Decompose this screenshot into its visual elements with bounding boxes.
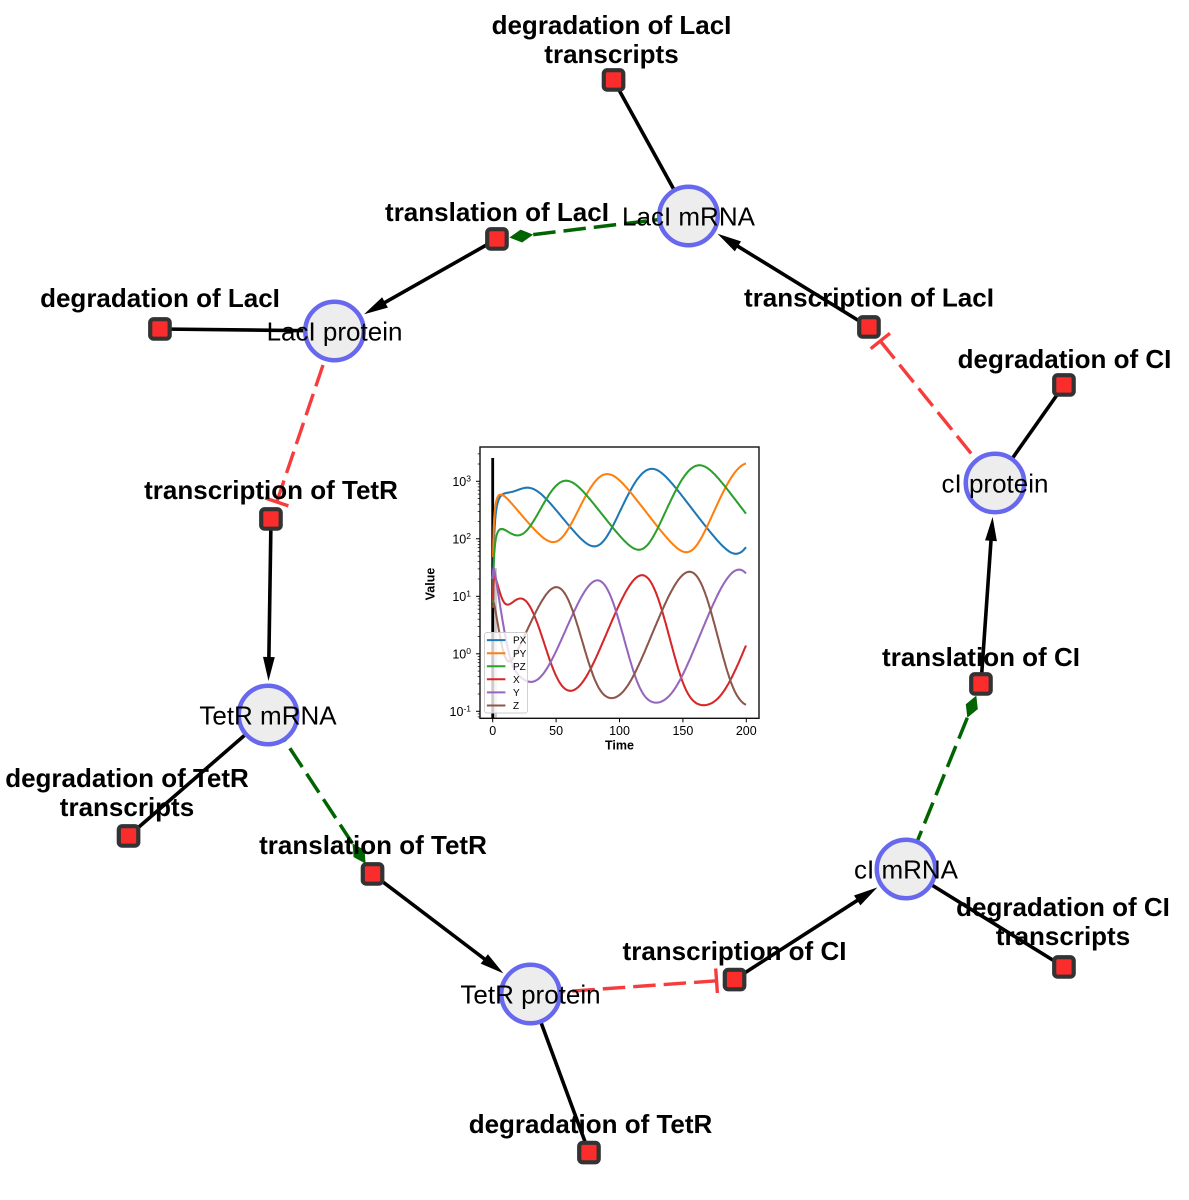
svg-text:transcripts: transcripts [60, 792, 194, 822]
svg-text:degradation of CI: degradation of CI [958, 344, 1172, 374]
svg-text:PX: PX [513, 636, 527, 647]
svg-text:TetR protein: TetR protein [460, 980, 600, 1010]
svg-text:PY: PY [513, 649, 527, 660]
svg-text:PZ: PZ [513, 662, 526, 673]
svg-text:translation of TetR: translation of TetR [259, 830, 487, 860]
svg-text:degradation of CI: degradation of CI [956, 892, 1170, 922]
svg-text:50: 50 [549, 724, 563, 738]
svg-text:0: 0 [489, 724, 496, 738]
svg-text:degradation of LacI: degradation of LacI [492, 10, 732, 40]
svg-text:200: 200 [736, 724, 757, 738]
svg-text:Y: Y [513, 688, 520, 699]
svg-text:degradation of LacI: degradation of LacI [40, 283, 280, 313]
svg-text:X: X [513, 675, 520, 686]
svg-text:transcription of LacI: transcription of LacI [744, 283, 994, 313]
svg-text:transcripts: transcripts [544, 39, 678, 69]
svg-text:Time: Time [605, 739, 634, 753]
svg-text:transcripts: transcripts [996, 921, 1130, 951]
svg-text:degradation of TetR: degradation of TetR [469, 1109, 713, 1139]
svg-text:transcription of TetR: transcription of TetR [144, 475, 398, 505]
svg-text:150: 150 [672, 724, 693, 738]
svg-text:Z: Z [513, 701, 519, 712]
svg-text:transcription of CI: transcription of CI [623, 936, 847, 966]
svg-text:Value: Value [424, 568, 438, 601]
svg-text:translation of CI: translation of CI [882, 642, 1080, 672]
svg-text:TetR mRNA: TetR mRNA [199, 701, 337, 731]
svg-text:translation of LacI: translation of LacI [385, 197, 609, 227]
svg-text:LacI mRNA: LacI mRNA [622, 202, 756, 232]
svg-text:LacI protein: LacI protein [267, 317, 403, 347]
svg-text:cI protein: cI protein [942, 469, 1049, 499]
svg-text:degradation of TetR: degradation of TetR [5, 763, 249, 793]
svg-text:100: 100 [609, 724, 630, 738]
svg-text:cI mRNA: cI mRNA [854, 855, 959, 885]
